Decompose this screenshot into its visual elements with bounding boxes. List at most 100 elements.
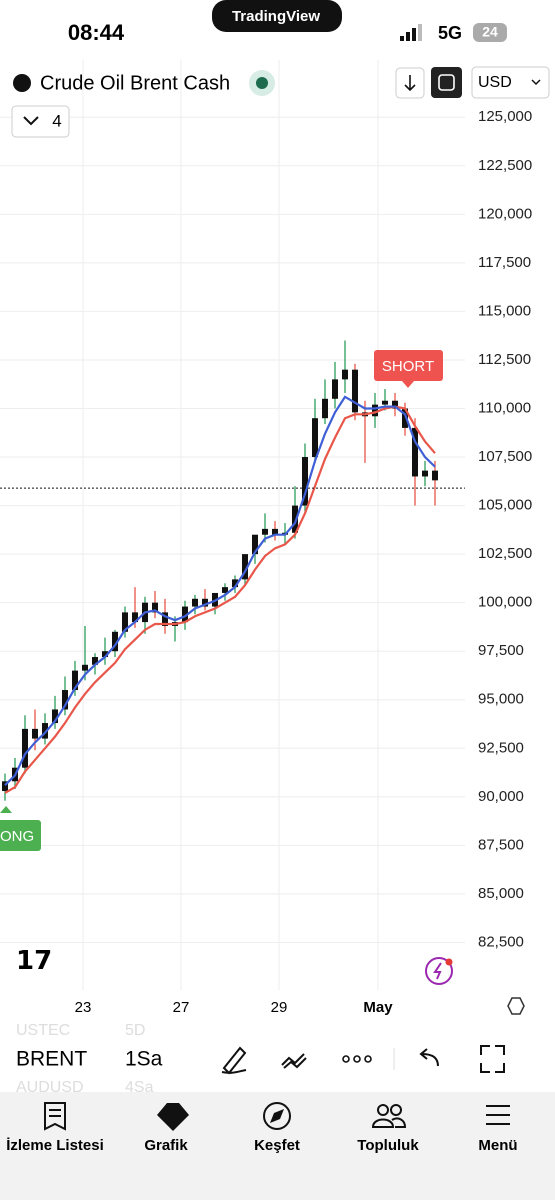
fullscreen-button[interactable] [431, 67, 462, 98]
y-tick-label: 112,500 [478, 351, 531, 368]
y-tick-label: 105,000 [478, 497, 532, 514]
y-tick-label: 117,500 [478, 254, 531, 271]
toolbar-symbol[interactable]: BRENT [16, 1048, 87, 1071]
candle-body [322, 398, 328, 419]
candle-body [122, 612, 128, 632]
indicators-button[interactable] [11, 105, 70, 138]
tv-logo: 𝟭𝟳 [16, 945, 52, 975]
indicator-tool[interactable] [281, 1053, 307, 1069]
settings-button[interactable] [507, 997, 525, 1015]
tab-icon [157, 1103, 189, 1131]
candle-body [402, 408, 408, 428]
next-symbol: AUDUSD [16, 1079, 84, 1096]
y-tick-label: 95,000 [478, 691, 524, 708]
candle-body [252, 534, 258, 555]
candle-body [42, 723, 48, 739]
y-tick-label: 97,500 [478, 642, 524, 659]
tab-label[interactable]: İzleme Listesi [6, 1137, 104, 1154]
toolbar-interval[interactable]: 1Sa [125, 1048, 163, 1071]
market-dot [256, 77, 268, 89]
candle-body [272, 528, 278, 535]
candle-body [62, 690, 68, 710]
y-tick-label: 102,500 [478, 545, 532, 562]
candle-body [82, 664, 88, 671]
tab-label[interactable]: Menü [478, 1137, 517, 1154]
y-tick-label: 92,500 [478, 739, 524, 756]
x-tick-label: May [363, 999, 393, 1016]
currency: USD [478, 74, 512, 91]
candle-body [332, 379, 338, 399]
candle-body [242, 554, 248, 580]
tab-label[interactable]: Topluluk [357, 1137, 419, 1154]
chevron [23, 116, 39, 126]
y-tick-label: 115,000 [478, 302, 531, 319]
candle-body [112, 631, 118, 652]
flash-button[interactable] [425, 957, 453, 985]
candle-body [52, 709, 58, 724]
x-tick-label: 27 [173, 999, 190, 1016]
y-tick-label: 90,000 [478, 788, 524, 805]
candle-body [292, 505, 298, 533]
fullscreen-tool[interactable] [480, 1045, 505, 1073]
x-tick-label: 29 [271, 999, 288, 1016]
tab-label[interactable]: Grafik [144, 1137, 188, 1154]
candle-body [232, 579, 238, 588]
symbol-icon [13, 74, 31, 92]
indicator-count: 4 [52, 111, 61, 130]
undo-button[interactable] [419, 1048, 439, 1067]
prev-symbol: USTEC [16, 1022, 70, 1039]
candle-body [152, 602, 158, 613]
candle-body [162, 612, 168, 626]
tab-icon [371, 1104, 407, 1128]
candle-body [342, 369, 348, 380]
candle-body [132, 612, 138, 623]
y-tick-label: 100,000 [478, 594, 532, 611]
short-label-bg [374, 350, 443, 381]
short-label-pointer [402, 381, 414, 388]
y-tick-label: 125,000 [478, 108, 532, 125]
candle-body [2, 781, 8, 792]
candle-body [262, 528, 268, 535]
badge [445, 958, 453, 966]
candle-body [222, 587, 228, 593]
y-tick-label: 85,000 [478, 885, 524, 902]
more-button[interactable] [342, 1055, 372, 1063]
candle-body [32, 728, 38, 739]
candle-body [102, 651, 108, 658]
short-label: SHORT [382, 358, 434, 375]
candle-body [202, 598, 208, 607]
tab-label[interactable]: Keşfet [254, 1137, 300, 1154]
y-tick-label: 82,500 [478, 933, 524, 950]
app-name: TradingView [232, 8, 320, 25]
fullscreen-icon [438, 74, 455, 91]
dynamic-island [212, 0, 342, 32]
tab-icon [486, 1105, 510, 1125]
candle-body [392, 400, 398, 409]
candle-body [352, 369, 358, 413]
prev-interval: 5D [125, 1022, 145, 1039]
candle-body [182, 606, 188, 623]
candle-body [312, 418, 318, 458]
chart: 23 27 29 May 125,000 122,500 120,000 117,500 115… [0, 60, 532, 1016]
flash-icon [433, 962, 442, 980]
candle-body [92, 657, 98, 665]
candle-body [422, 470, 428, 477]
battery-level: 24 [482, 24, 498, 40]
chevron [531, 79, 541, 86]
currency-select[interactable] [471, 66, 550, 99]
long-label-pointer [0, 806, 12, 813]
y-tick-label: 120,000 [478, 205, 532, 222]
candle-body [412, 427, 418, 477]
draw-tool[interactable] [221, 1046, 247, 1075]
y-tick-label: 122,500 [478, 157, 532, 174]
candle-body [432, 470, 438, 481]
long-label: ONG [0, 828, 34, 845]
moving-average [4, 395, 436, 786]
tab-icon [263, 1102, 291, 1130]
tab-icon [270, 1109, 284, 1123]
moving-average [4, 405, 436, 794]
battery [473, 23, 507, 42]
symbol-title[interactable]: Crude Oil Brent Cash [40, 72, 230, 94]
